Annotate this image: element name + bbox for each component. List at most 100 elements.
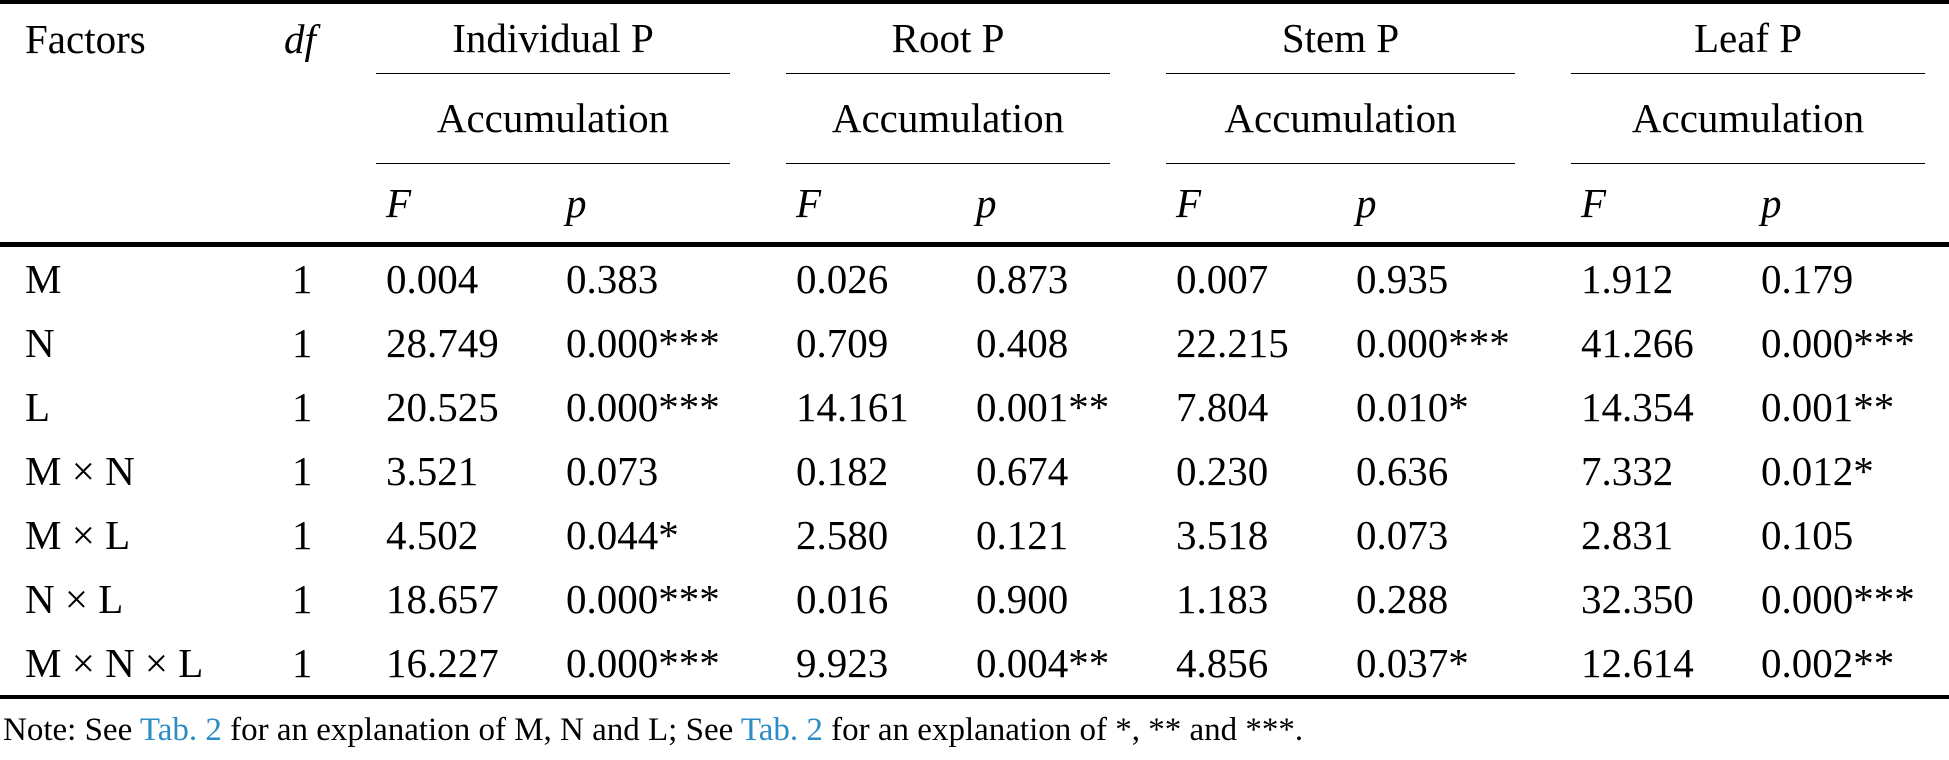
subheader-f: F [362,164,542,247]
subheader-f: F [772,164,953,247]
factor-label: L [25,384,51,430]
f-value: 7.804 [1176,384,1269,430]
group-subtitle-leaf-p: Accumulation [1557,74,1949,164]
p-value: 0.900 [976,576,1069,622]
f-value: 18.657 [386,576,499,622]
p-value: 0.010* [1356,384,1469,430]
p-value: 0.105 [1761,512,1854,558]
p-value: 0.000*** [1761,576,1915,622]
factor-label: M × N × L [0,631,262,699]
p-value: 0.000*** [566,384,720,430]
f-value: 0.026 [796,256,889,302]
table-note: Note: See Tab. 2 for an explanation of M… [3,702,1943,753]
p-value: 0.000*** [566,320,720,366]
f-value: 0.230 [1176,448,1269,494]
subheader-p: p [1737,164,1949,247]
p-value: 0.001** [976,384,1110,430]
group-header-root-p: Root P [772,2,1152,74]
factor-label: M [25,256,62,302]
table-row: N 1 28.749 0.000*** 0.709 0.408 22.215 0… [0,311,1949,375]
group-header-individual-p: Individual P [362,2,772,74]
f-value: 1.912 [1581,256,1674,302]
tab2-link[interactable]: Tab. 2 [740,712,823,748]
p-value: 0.002** [1737,631,1949,699]
p-value: 0.012* [1761,448,1874,494]
group-subtitle-root-p: Accumulation [772,74,1152,164]
note-text: for an explanation of M, N and L; See [221,712,741,748]
column-header-df: df [262,2,362,247]
note-text: for an explanation of *, ** and ***. [822,712,1304,748]
df-value: 1 [292,320,313,366]
f-value: 2.580 [796,512,889,558]
df-value: 1 [292,448,313,494]
f-value: 32.350 [1581,576,1694,622]
subheader-f: F [1557,164,1738,247]
f-value: 41.266 [1581,320,1694,366]
table-row: N × L 1 18.657 0.000*** 0.016 0.900 1.18… [0,567,1949,631]
p-value: 0.873 [976,256,1069,302]
f-value: 9.923 [772,631,953,699]
p-value: 0.073 [566,448,659,494]
p-value: 0.000*** [542,631,773,699]
group-header-leaf-p: Leaf P [1557,2,1949,74]
factor-label: M × N [25,448,135,494]
p-value: 0.408 [976,320,1069,366]
table-row: M 1 0.004 0.383 0.026 0.873 0.007 0.935 … [0,245,1949,312]
f-value: 28.749 [386,320,499,366]
p-value: 0.000*** [1356,320,1510,366]
note-text: Note: See [3,712,140,748]
f-value: 0.016 [796,576,889,622]
f-value: 4.856 [1152,631,1333,699]
f-value: 0.004 [386,256,479,302]
p-value: 0.636 [1356,448,1449,494]
p-value: 0.073 [1356,512,1449,558]
f-value: 1.183 [1176,576,1269,622]
p-value: 0.935 [1356,256,1449,302]
p-value: 0.044* [566,512,679,558]
factor-label: N × L [25,576,124,622]
subheader-p: p [1332,164,1558,247]
f-value: 22.215 [1176,320,1289,366]
f-value: 2.831 [1581,512,1674,558]
p-value: 0.383 [566,256,659,302]
p-value: 0.179 [1761,256,1854,302]
p-value: 0.000*** [566,576,720,622]
table-row: M × N 1 3.521 0.073 0.182 0.674 0.230 0.… [0,439,1949,503]
f-value: 3.521 [386,448,479,494]
group-subtitle-stem-p: Accumulation [1152,74,1557,164]
group-subtitle-individual-p: Accumulation [362,74,772,164]
group-header-stem-p: Stem P [1152,2,1557,74]
f-value: 14.161 [796,384,909,430]
column-header-factors: Factors [0,2,262,247]
table-row: M × N × L 1 16.227 0.000*** 9.923 0.004*… [0,631,1949,699]
f-value: 14.354 [1581,384,1694,430]
f-value: 3.518 [1176,512,1269,558]
table-row: M × L 1 4.502 0.044* 2.580 0.121 3.518 0… [0,503,1949,567]
f-value: 0.709 [796,320,889,366]
subheader-p: p [542,164,773,247]
f-value: 0.182 [796,448,889,494]
f-value: 20.525 [386,384,499,430]
df-value: 1 [292,384,313,430]
p-value: 0.288 [1356,576,1449,622]
table-row: L 1 20.525 0.000*** 14.161 0.001** 7.804… [0,375,1949,439]
factor-label: M × L [25,512,131,558]
df-value: 1 [292,512,313,558]
anova-table: Factors df Individual P Root P Stem P Le… [0,0,1949,699]
tab2-link[interactable]: Tab. 2 [139,712,222,748]
df-value: 1 [292,256,313,302]
factor-label: N [25,320,55,366]
subheader-p: p [952,164,1153,247]
df-value: 1 [292,576,313,622]
p-value: 0.121 [976,512,1069,558]
p-value: 0.000*** [1761,320,1915,366]
f-value: 12.614 [1557,631,1738,699]
p-value: 0.001** [1761,384,1895,430]
f-value: 7.332 [1581,448,1674,494]
f-value: 0.007 [1176,256,1269,302]
f-value: 16.227 [362,631,542,699]
f-value: 4.502 [386,512,479,558]
df-value: 1 [262,631,362,699]
subheader-f: F [1152,164,1333,247]
